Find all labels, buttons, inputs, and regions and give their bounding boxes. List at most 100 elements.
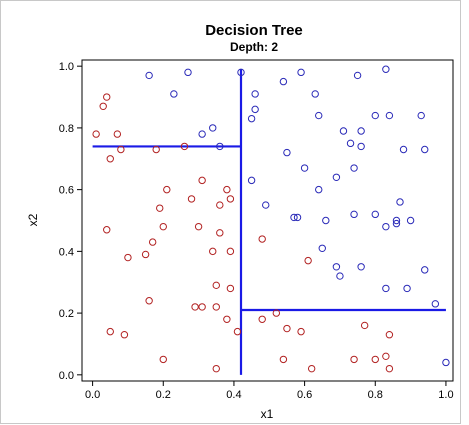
red-class-point	[226, 247, 235, 256]
blue-class-point	[421, 145, 429, 154]
x-tick-label: 0.6	[297, 389, 312, 401]
x-tick-label: 1.0	[438, 389, 453, 401]
chart-title: Decision Tree	[205, 22, 303, 39]
blue-class-point	[279, 77, 288, 86]
blue-class-point	[403, 284, 411, 293]
x-tick-label: 0.0	[85, 389, 100, 401]
red-class-point	[124, 253, 132, 262]
blue-class-point	[145, 71, 153, 80]
blue-class-point	[315, 111, 323, 120]
blue-class-point	[350, 164, 358, 172]
red-class-point	[212, 303, 220, 311]
red-class-point	[117, 145, 125, 154]
blue-class-point	[332, 263, 341, 271]
blue-class-point	[417, 111, 425, 120]
red-class-point	[223, 185, 231, 194]
red-class-point	[194, 222, 203, 231]
red-class-point	[258, 315, 266, 323]
blue-class-point	[371, 111, 379, 120]
red-class-point	[99, 102, 107, 110]
blue-class-point	[346, 139, 355, 148]
blue-class-point	[332, 173, 341, 181]
axes-layer: 0.0 0.2 0.4 0.6 0.8 1.0 0.0 0.2 0.4 0.6 0.8 1.0	[59, 61, 454, 401]
blue-class-point	[318, 244, 326, 252]
red-class-point	[106, 155, 114, 163]
blue-class-point	[209, 124, 217, 132]
blue-class-point	[371, 210, 379, 219]
y-tick-label: 0.2	[59, 308, 74, 320]
blue-class-point	[392, 219, 401, 228]
red-class-point	[304, 256, 312, 265]
red-class-point	[223, 315, 231, 323]
blue-class-point	[322, 216, 330, 225]
red-class-point	[233, 327, 242, 336]
red-class-point	[258, 235, 266, 243]
red-class-point	[159, 222, 167, 231]
blue-class-point	[237, 68, 245, 77]
red-class-point	[141, 250, 150, 259]
y-tick-label: 0.0	[59, 370, 74, 382]
blue-class-point	[198, 130, 206, 138]
red-class-point	[159, 355, 167, 364]
x-tick-label: 0.4	[226, 389, 241, 401]
blue-class-point	[442, 358, 450, 367]
blue-class-point	[339, 127, 348, 135]
red-class-point	[307, 364, 316, 373]
red-class-point	[198, 176, 206, 185]
y-tick-label: 0.4	[59, 246, 74, 258]
red-class-point	[180, 142, 189, 151]
blue-class-point	[421, 266, 429, 274]
red-class-point	[198, 303, 206, 311]
red-class-point	[279, 355, 288, 364]
red-class-point	[191, 303, 199, 311]
blue-class-point	[350, 210, 358, 219]
blue-class-point	[357, 263, 365, 271]
red-class-point	[385, 331, 394, 339]
blue-class-point	[251, 90, 259, 98]
blue-class-point	[216, 142, 224, 151]
red-class-point	[106, 327, 114, 336]
red-class-point	[156, 204, 164, 212]
blue-class-point	[300, 164, 309, 172]
y-axis-label: x2	[26, 213, 40, 226]
blue-class-point	[170, 90, 178, 98]
red-class-point	[216, 229, 224, 237]
red-class-point	[226, 195, 235, 203]
blue-class-point	[399, 145, 408, 154]
blue-class-point	[290, 213, 298, 222]
red-class-point	[297, 327, 305, 336]
blue-class-point	[431, 300, 440, 308]
red-class-point	[226, 284, 235, 293]
red-class-point	[382, 352, 390, 361]
blue-class-point	[336, 272, 344, 280]
blue-class-point	[247, 176, 256, 185]
x-tick-label: 0.2	[156, 389, 171, 401]
chart-subtitle: Depth: 2	[230, 40, 278, 54]
red-class-point	[283, 324, 291, 333]
y-tick-label: 0.8	[59, 123, 74, 135]
red-class-point	[385, 364, 394, 373]
blue-class-point	[382, 284, 390, 293]
red-class-point	[212, 281, 220, 290]
blue-class-point	[353, 71, 362, 80]
blue-class-point	[396, 198, 404, 206]
blue-class-point	[251, 105, 259, 114]
red-class-point	[360, 321, 369, 330]
x-tick-label: 0.8	[368, 389, 383, 401]
blue-class-point	[382, 65, 390, 73]
red-class-point	[187, 195, 196, 203]
red-class-point	[209, 247, 217, 256]
blue-class-point	[315, 185, 323, 194]
red-class-point	[272, 309, 281, 317]
red-class-point	[163, 185, 171, 194]
red-class-point	[103, 93, 111, 101]
red-class-point	[120, 331, 129, 339]
red-class-point	[152, 145, 160, 154]
blue-class-point	[392, 216, 401, 225]
y-tick-label: 0.6	[59, 185, 74, 197]
plot-area	[81, 59, 454, 382]
red-class-point	[350, 355, 358, 364]
blue-class-point	[357, 142, 365, 151]
red-class-point	[145, 297, 153, 305]
